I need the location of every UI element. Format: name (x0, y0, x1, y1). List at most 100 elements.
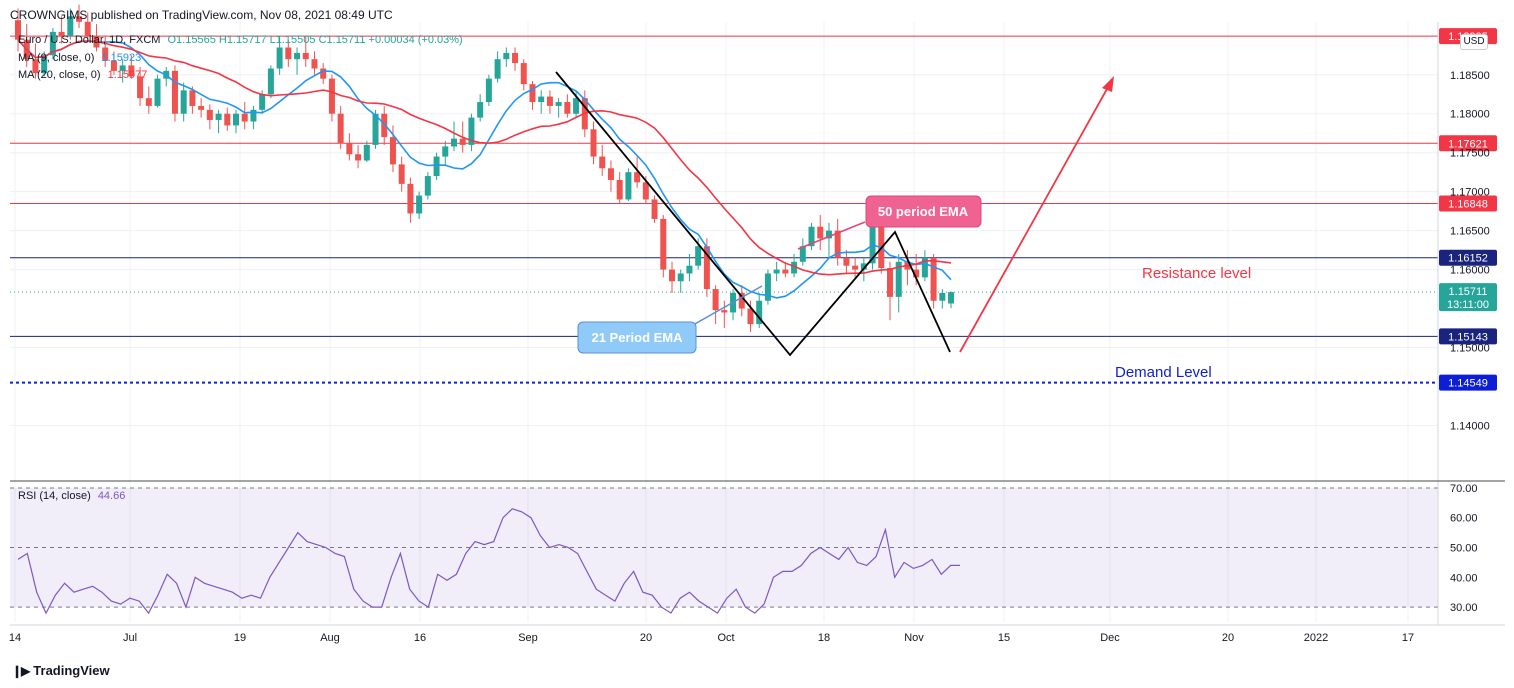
level-price-label: 1.16848 (1448, 199, 1488, 211)
candle-body (49, 31, 56, 56)
rsi-pane: 70.00 60.00 50.00 40.00 30.00 (10, 483, 1478, 615)
last-price-label: 1.15711 (1449, 286, 1488, 298)
candle-body (198, 105, 205, 110)
time-tick-label: 17 (1402, 632, 1414, 644)
candle-body (555, 102, 562, 106)
candle-body (799, 246, 806, 262)
horizontal-levels: 1.189951.176211.168481.161521.151431.145… (10, 28, 1497, 391)
candle-body (233, 113, 239, 126)
candle-body (119, 65, 126, 71)
candle-body (355, 154, 362, 161)
candle-body (686, 265, 693, 274)
rsi-tick-label: 50.00 (1450, 543, 1478, 555)
candle-body (294, 52, 301, 60)
candle-body (642, 182, 649, 200)
candle-body (372, 113, 379, 145)
moving-averages (17, 39, 952, 299)
candle-body (84, 21, 91, 36)
candle-body (389, 137, 396, 165)
candle-body (878, 207, 885, 269)
publisher-header: CROWNGIMS published on TradingView.com, … (10, 8, 393, 22)
rsi-value: 44.66 (97, 490, 126, 502)
candle-body (250, 109, 257, 122)
brand-label: TradingView (33, 663, 110, 678)
candle-body (869, 207, 876, 264)
candle-body (67, 16, 74, 36)
candle-body (773, 269, 780, 274)
candle-body (738, 292, 745, 309)
candle-body (599, 156, 606, 169)
price-tick-label: 1.17000 (1450, 187, 1490, 199)
price-tick-label: 1.18000 (1450, 109, 1490, 121)
price-tick-label: 1.15000 (1450, 343, 1490, 355)
pattern-line (555, 71, 951, 357)
candle-body (669, 269, 675, 282)
candle-body (843, 257, 850, 266)
candle-body (913, 269, 920, 278)
candle-body (887, 268, 893, 297)
ohlc-values: O1.15565 H1.15717 L1.15505 C1.15711 +0.0… (167, 34, 463, 46)
candle-body (407, 183, 414, 214)
level-price-badge (1439, 195, 1497, 212)
level-price-badge (1439, 135, 1497, 152)
candle-body (276, 47, 283, 69)
rsi-tick-label: 30.00 (1450, 602, 1478, 614)
candle-body (285, 47, 292, 60)
level-price-badge (1439, 374, 1497, 391)
currency-button[interactable]: USD (1460, 34, 1488, 50)
candle-body (948, 292, 955, 304)
candle-body (834, 230, 841, 258)
candle-body (363, 144, 370, 161)
candle-body (398, 164, 405, 184)
candle-body (860, 263, 867, 270)
candle-body (573, 98, 580, 114)
last-price-badge (1439, 283, 1497, 312)
candle-body (215, 113, 222, 120)
candle-body (58, 31, 65, 36)
candle-body (224, 113, 231, 126)
candle-body (791, 261, 798, 274)
candle-body (817, 226, 824, 239)
candle-body (895, 261, 902, 297)
candle-body (32, 59, 39, 74)
rsi-tick-label: 40.00 (1450, 572, 1478, 584)
time-tick-label: Aug (320, 632, 340, 644)
projection-arrowhead (1102, 76, 1114, 92)
candle-body (320, 68, 327, 79)
candle-body (756, 300, 763, 325)
candle-body (15, 20, 21, 40)
candle-body (346, 143, 353, 155)
price-tick-label: 1.16000 (1450, 265, 1490, 277)
ema50-callout-label: 50 period EMA (878, 204, 969, 219)
candle-body (311, 59, 318, 69)
candle-body (538, 96, 545, 103)
candle-body (494, 59, 501, 79)
candle-body (590, 129, 597, 157)
candle-body (808, 226, 815, 247)
time-tick-label: 20 (1222, 632, 1234, 644)
time-tick-label: 16 (414, 632, 426, 644)
candle-body (189, 90, 196, 106)
candle-body (137, 76, 144, 99)
time-tick-label: Nov (904, 632, 924, 644)
candle-body (206, 109, 213, 120)
candle-body (381, 113, 388, 138)
resistance-label: Resistance level (1142, 265, 1251, 282)
rsi-line (17, 508, 960, 615)
candle-body (634, 172, 641, 183)
candle-body (520, 63, 527, 85)
candle-body (651, 199, 658, 219)
candle-body (921, 257, 928, 278)
candle-body (241, 113, 248, 122)
candle-body (110, 60, 117, 71)
ma20-value: 1.15977 (107, 69, 148, 81)
tradingview-logo: ❙▶ TradingView (12, 663, 110, 678)
rsi-legend: RSI (14, close) 44.66 (18, 490, 125, 502)
candle-body (546, 96, 553, 106)
drawings: 50 period EMA 21 Period EMA Resistance lev… (555, 71, 1251, 381)
time-tick-label: Sep (518, 632, 538, 644)
time-tick-label: 20 (640, 632, 652, 644)
ema50-pointer (797, 221, 866, 250)
candle-body (782, 269, 789, 274)
